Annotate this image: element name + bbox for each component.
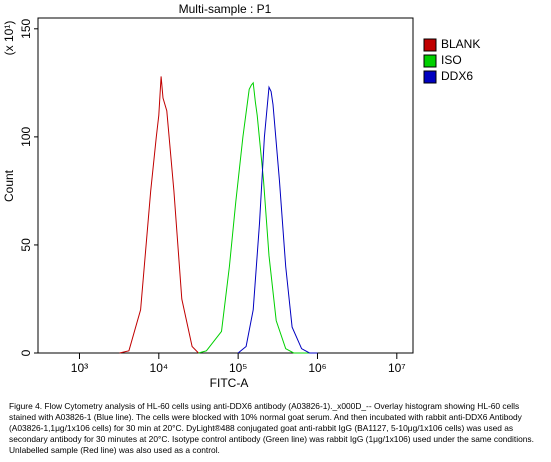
chart-title: Multi-sample : P1	[179, 2, 272, 16]
y-axis-label: Count	[2, 169, 16, 202]
y-tick-label: 50	[19, 238, 33, 252]
legend-swatch	[423, 70, 437, 84]
legend-label: BLANK	[441, 37, 480, 51]
y-tick-label: 100	[19, 127, 33, 147]
x-tick-label: 10⁶	[308, 361, 326, 375]
x-tick-label: 10⁷	[388, 361, 406, 375]
series-line	[198, 81, 310, 354]
legend-label: DDX6	[441, 69, 473, 83]
y-tick-label: 0	[19, 349, 33, 356]
legend-label: ISO	[441, 53, 462, 67]
y-unit-label: (x 10¹)	[2, 21, 16, 56]
series-line	[237, 85, 318, 354]
y-tick-label: 150	[19, 18, 33, 38]
x-axis-label: FITC-A	[210, 376, 249, 390]
legend-swatch	[423, 38, 437, 52]
x-tick-label: 10⁵	[229, 361, 247, 375]
caption: Figure 4. Flow Cytometry analysis of HL-…	[9, 401, 534, 455]
x-tick-label: 10³	[71, 361, 88, 375]
chart: Multi-sample : P1 FITC-A Count (x 10¹) 0…	[2, 2, 480, 390]
x-tick-label: 10⁴	[150, 361, 169, 375]
legend-swatch	[423, 54, 437, 68]
series-line	[119, 76, 199, 354]
plot-frame	[37, 17, 414, 354]
